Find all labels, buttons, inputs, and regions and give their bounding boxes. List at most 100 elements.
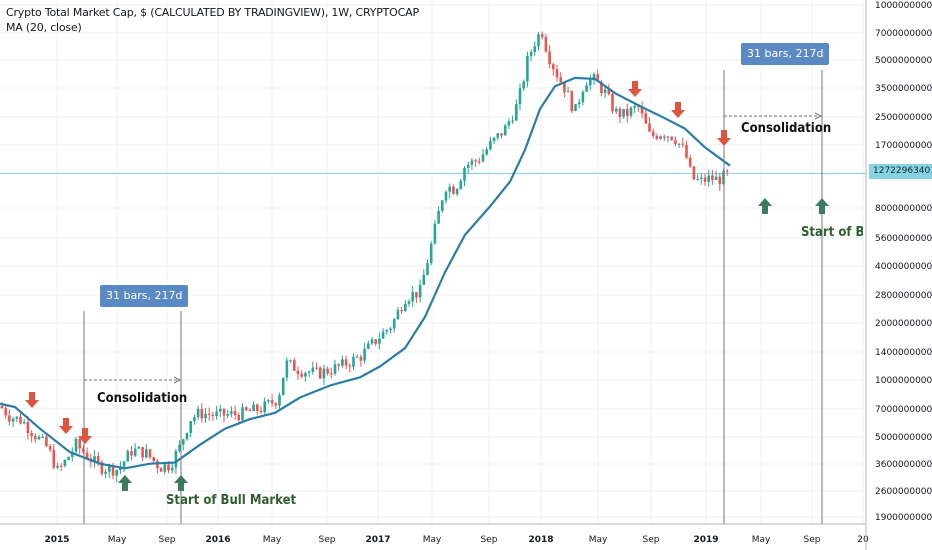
candle-body-up xyxy=(700,177,703,179)
candle-body-up xyxy=(470,160,474,165)
candle-body-down xyxy=(4,408,7,416)
candle-body-up xyxy=(441,200,444,211)
candle-body-down xyxy=(725,170,729,172)
chart-grid xyxy=(0,0,866,524)
candle-body-up xyxy=(485,149,488,155)
candle-body-down xyxy=(52,449,56,468)
y-tick-label: 700000000000 xyxy=(875,29,932,39)
candle-body-down xyxy=(0,405,4,409)
candle-body-up xyxy=(108,465,111,472)
candle-body-down xyxy=(274,403,278,406)
consolidation-label-right: Consolidation xyxy=(741,121,832,136)
candle-body-down xyxy=(26,422,30,433)
candle-body-down xyxy=(400,310,403,312)
candle-body-up xyxy=(533,46,537,52)
candle-body-up xyxy=(389,328,392,331)
candle-body-up xyxy=(122,461,126,467)
candle-body-down xyxy=(640,106,644,114)
candle-body-up xyxy=(492,137,496,142)
candle-body-up xyxy=(537,34,540,47)
y-tick-label: 56000000000 xyxy=(875,234,932,244)
up-arrow-icon xyxy=(815,198,829,214)
candle-body-down xyxy=(100,462,104,474)
candle-body-down xyxy=(359,356,363,361)
candle-body-down xyxy=(670,136,673,140)
candle-body-down xyxy=(111,465,115,476)
candle-body-down xyxy=(688,157,692,167)
candle-body-up xyxy=(614,108,618,112)
chart-title: Crypto Total Market Cap, $ (CALCULATED B… xyxy=(6,6,419,19)
candle-body-up xyxy=(455,189,459,195)
candle-body-up xyxy=(126,451,130,462)
candle-body-down xyxy=(293,360,296,371)
candle-body-down xyxy=(711,175,714,181)
x-tick-label: May xyxy=(423,535,442,545)
down-arrow-icon xyxy=(628,81,642,97)
candle-body-up xyxy=(511,120,514,122)
candle-body-down xyxy=(78,439,81,449)
candle-body-up xyxy=(322,368,326,379)
candle-body-down xyxy=(34,436,37,440)
candle-body-up xyxy=(307,371,311,373)
candle-body-up xyxy=(496,133,500,138)
candle-body-up xyxy=(278,395,281,406)
candle-body-down xyxy=(222,408,226,416)
candle-body-up xyxy=(433,223,437,244)
down-arrow-icon xyxy=(25,392,39,408)
candle-body-up xyxy=(182,439,185,445)
candle-body-down xyxy=(318,367,322,379)
candle-body-up xyxy=(115,470,118,476)
candle-body-up xyxy=(285,360,289,378)
drawings-layer xyxy=(25,70,829,524)
candle-body-up xyxy=(215,411,218,416)
candle-body-up xyxy=(93,456,96,462)
candle-body-down xyxy=(82,448,85,453)
bull-market-label-left: Start of Bull Market xyxy=(166,493,297,508)
y-tick-label: 1000000000000 xyxy=(875,1,932,11)
x-tick-label: May xyxy=(108,535,127,545)
candle-body-up xyxy=(404,303,407,312)
moving-average-line xyxy=(0,76,731,470)
candle-body-up xyxy=(407,301,411,304)
candle-body-up xyxy=(204,413,207,419)
candle-body-up xyxy=(463,168,466,181)
candle-body-down xyxy=(718,176,722,185)
candle-body-up xyxy=(381,331,385,339)
candle-body-up xyxy=(437,210,440,224)
candle-body-down xyxy=(167,464,170,471)
candle-body-up xyxy=(592,74,596,79)
candle-body-down xyxy=(626,109,629,116)
candle-body-down xyxy=(648,123,651,132)
candle-body-up xyxy=(659,136,662,139)
candle-body-up xyxy=(252,404,255,411)
x-tick-label: 2017 xyxy=(365,535,390,545)
candle-body-up xyxy=(581,91,585,103)
candle-body-down xyxy=(348,365,352,367)
y-tick-label: 3600000000 xyxy=(875,460,932,470)
candle-body-up xyxy=(15,416,19,419)
x-tick-label: May xyxy=(263,535,282,545)
candle-body-down xyxy=(655,135,659,139)
candle-body-down xyxy=(500,133,503,136)
candle-body-down xyxy=(651,131,655,136)
candle-body-down xyxy=(296,370,300,374)
indicator-label[interactable]: MA (20, close) xyxy=(6,21,82,34)
candle-body-up xyxy=(304,373,307,377)
candle-body-down xyxy=(156,461,159,469)
candle-body-up xyxy=(41,436,44,438)
range-arrowhead-right xyxy=(814,112,823,120)
y-tick-label: 7000000000 xyxy=(875,405,932,415)
candle-body-up xyxy=(392,319,396,329)
candle-body-down xyxy=(570,91,574,111)
candle-body-down xyxy=(207,413,211,415)
x-tick-label: 20 xyxy=(857,535,869,545)
candle-body-down xyxy=(48,446,52,450)
y-tick-label: 500000000000 xyxy=(875,56,932,66)
candle-body-down xyxy=(552,64,555,70)
candle-body-up xyxy=(459,180,463,190)
candle-body-up xyxy=(503,125,507,136)
up-arrow-icon xyxy=(174,475,188,491)
ma-20-line xyxy=(0,76,731,470)
